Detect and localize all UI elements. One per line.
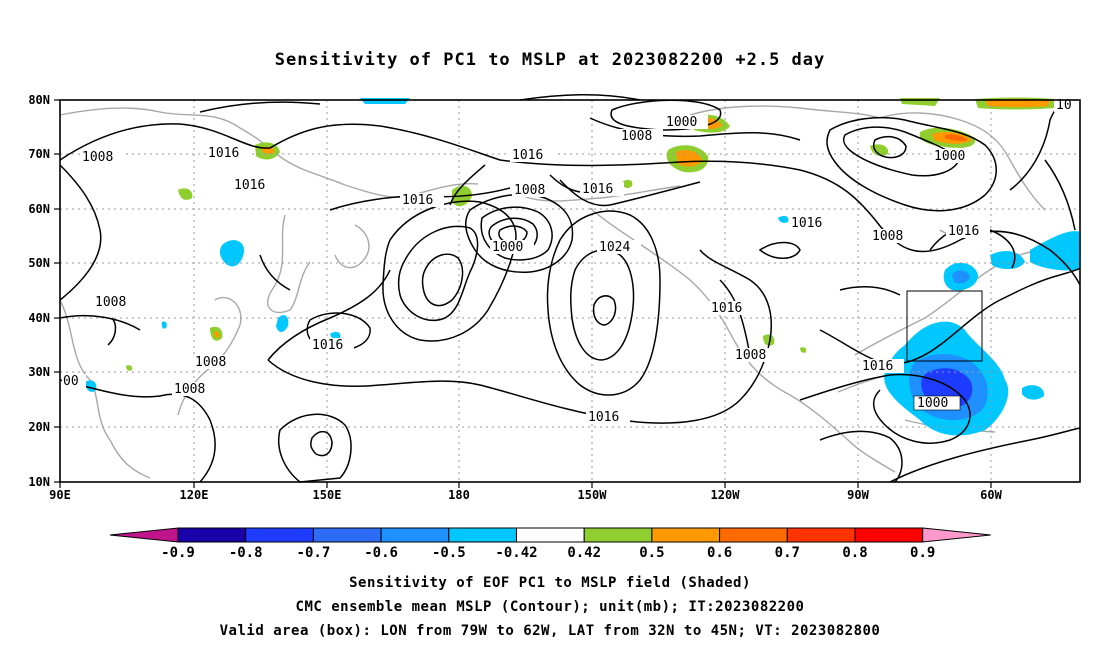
colorbar-tick-label: -0.42 [495,545,537,561]
contour-label: 1016 [208,146,239,161]
caption-line-2: CMC ensemble mean MSLP (Contour); unit(m… [295,599,805,615]
contour-label: 1016 [948,224,979,239]
colorbar-segment [651,527,721,543]
contour-label: 1000 [492,240,523,255]
lon-label: 150E [313,488,342,502]
tick-marks [54,99,992,488]
contour-label: 1016 [312,338,343,353]
lon-label: 60W [980,488,1002,502]
contour-label: 1008 [95,295,126,310]
lon-labels: 90E 120E 150E 180 150W 120W 90W 60W [49,488,1002,502]
contour-label: 1016 [862,359,893,374]
lat-label: 50N [28,256,50,270]
contour-label: 1016 [588,410,619,425]
lat-label: 80N [28,93,50,107]
colorbar-segment [245,527,314,543]
lat-label: 30N [28,365,50,379]
colorbar-segment [380,527,450,543]
contour-label: 10 [1056,98,1072,113]
contour-label: 1008 [621,129,652,144]
colorbar-tick-label: 0.7 [775,545,800,561]
contour-label: 1000 [934,149,965,164]
colorbar-tick-label: 0.5 [639,545,664,561]
contour-label: 1016 [791,216,822,231]
contour-label: 1008 [82,150,113,165]
lon-label: 180 [448,488,470,502]
contour-label: 00 [63,374,79,389]
lat-label: 20N [28,420,50,434]
contour-label: 1016 [402,193,433,208]
contour-label: 1008 [174,382,205,397]
contour-label: 1008 [735,348,766,363]
colorbar-segment [177,527,247,543]
page-title: Sensitivity of PC1 to MSLP at 2023082200… [274,50,826,70]
colorbar-high-end [922,527,991,543]
contour-label: 1008 [195,355,226,370]
colorbar-tick-label: -0.5 [432,545,466,561]
contour-label: 1016 [512,148,543,163]
lat-labels: 10N 20N 30N 40N 50N 60N 70N 80N [28,93,50,489]
contour-label: 1000 [917,396,948,411]
map-frame [59,99,1081,483]
colorbar-tick-label: -0.6 [364,545,398,561]
colorbar-tick-label: 0.8 [842,545,867,561]
contour-label: 1008 [514,183,545,198]
colorbar-tick-label: 0.42 [567,545,601,561]
colorbar: -0.9 -0.8 -0.7 -0.6 -0.5 -0.42 0.42 0.5 0.6 0.7 0.… [109,527,991,561]
colorbar-tick-label: -0.7 [297,545,331,561]
lon-label: 90W [847,488,869,502]
colorbar-segment [448,527,517,543]
colorbar-segment [516,527,585,543]
lat-label: 70N [28,147,50,161]
lon-label: 120W [711,488,741,502]
colorbar-tick-label: -0.9 [161,545,195,561]
colorbar-tick-label: 0.6 [707,545,732,561]
colorbar-segment [583,527,653,543]
contour-label: 1024 [599,240,630,255]
lat-label: 60N [28,202,50,216]
colorbar-tick-label: 0.9 [910,545,935,561]
contour-label: 1016 [582,182,613,197]
contour-label-group: 1008 1016 1016 1016 1008 1008 1000 1016 … [62,98,1078,425]
lat-label: 10N [28,475,50,489]
contour-label: 1016 [711,301,742,316]
colorbar-segment [854,527,924,543]
contour-label: 1000 [666,115,697,130]
contour-label: 1016 [234,178,265,193]
caption-line-3: Valid area (box): LON from 79W to 62W, L… [219,623,881,639]
lon-label: 90E [49,488,71,502]
colorbar-tick-label: -0.8 [229,545,263,561]
lat-label: 40N [28,311,50,325]
lon-label: 150W [578,488,608,502]
colorbar-low-end [109,527,179,543]
contour-label: 1008 [872,229,903,244]
caption-line-1: Sensitivity of EOF PC1 to MSLP field (Sh… [349,575,751,591]
valid-area-box [906,290,983,362]
lon-label: 120E [180,488,209,502]
colorbar-segment [312,527,382,543]
colorbar-segment [719,527,788,543]
colorbar-segment [786,527,856,543]
